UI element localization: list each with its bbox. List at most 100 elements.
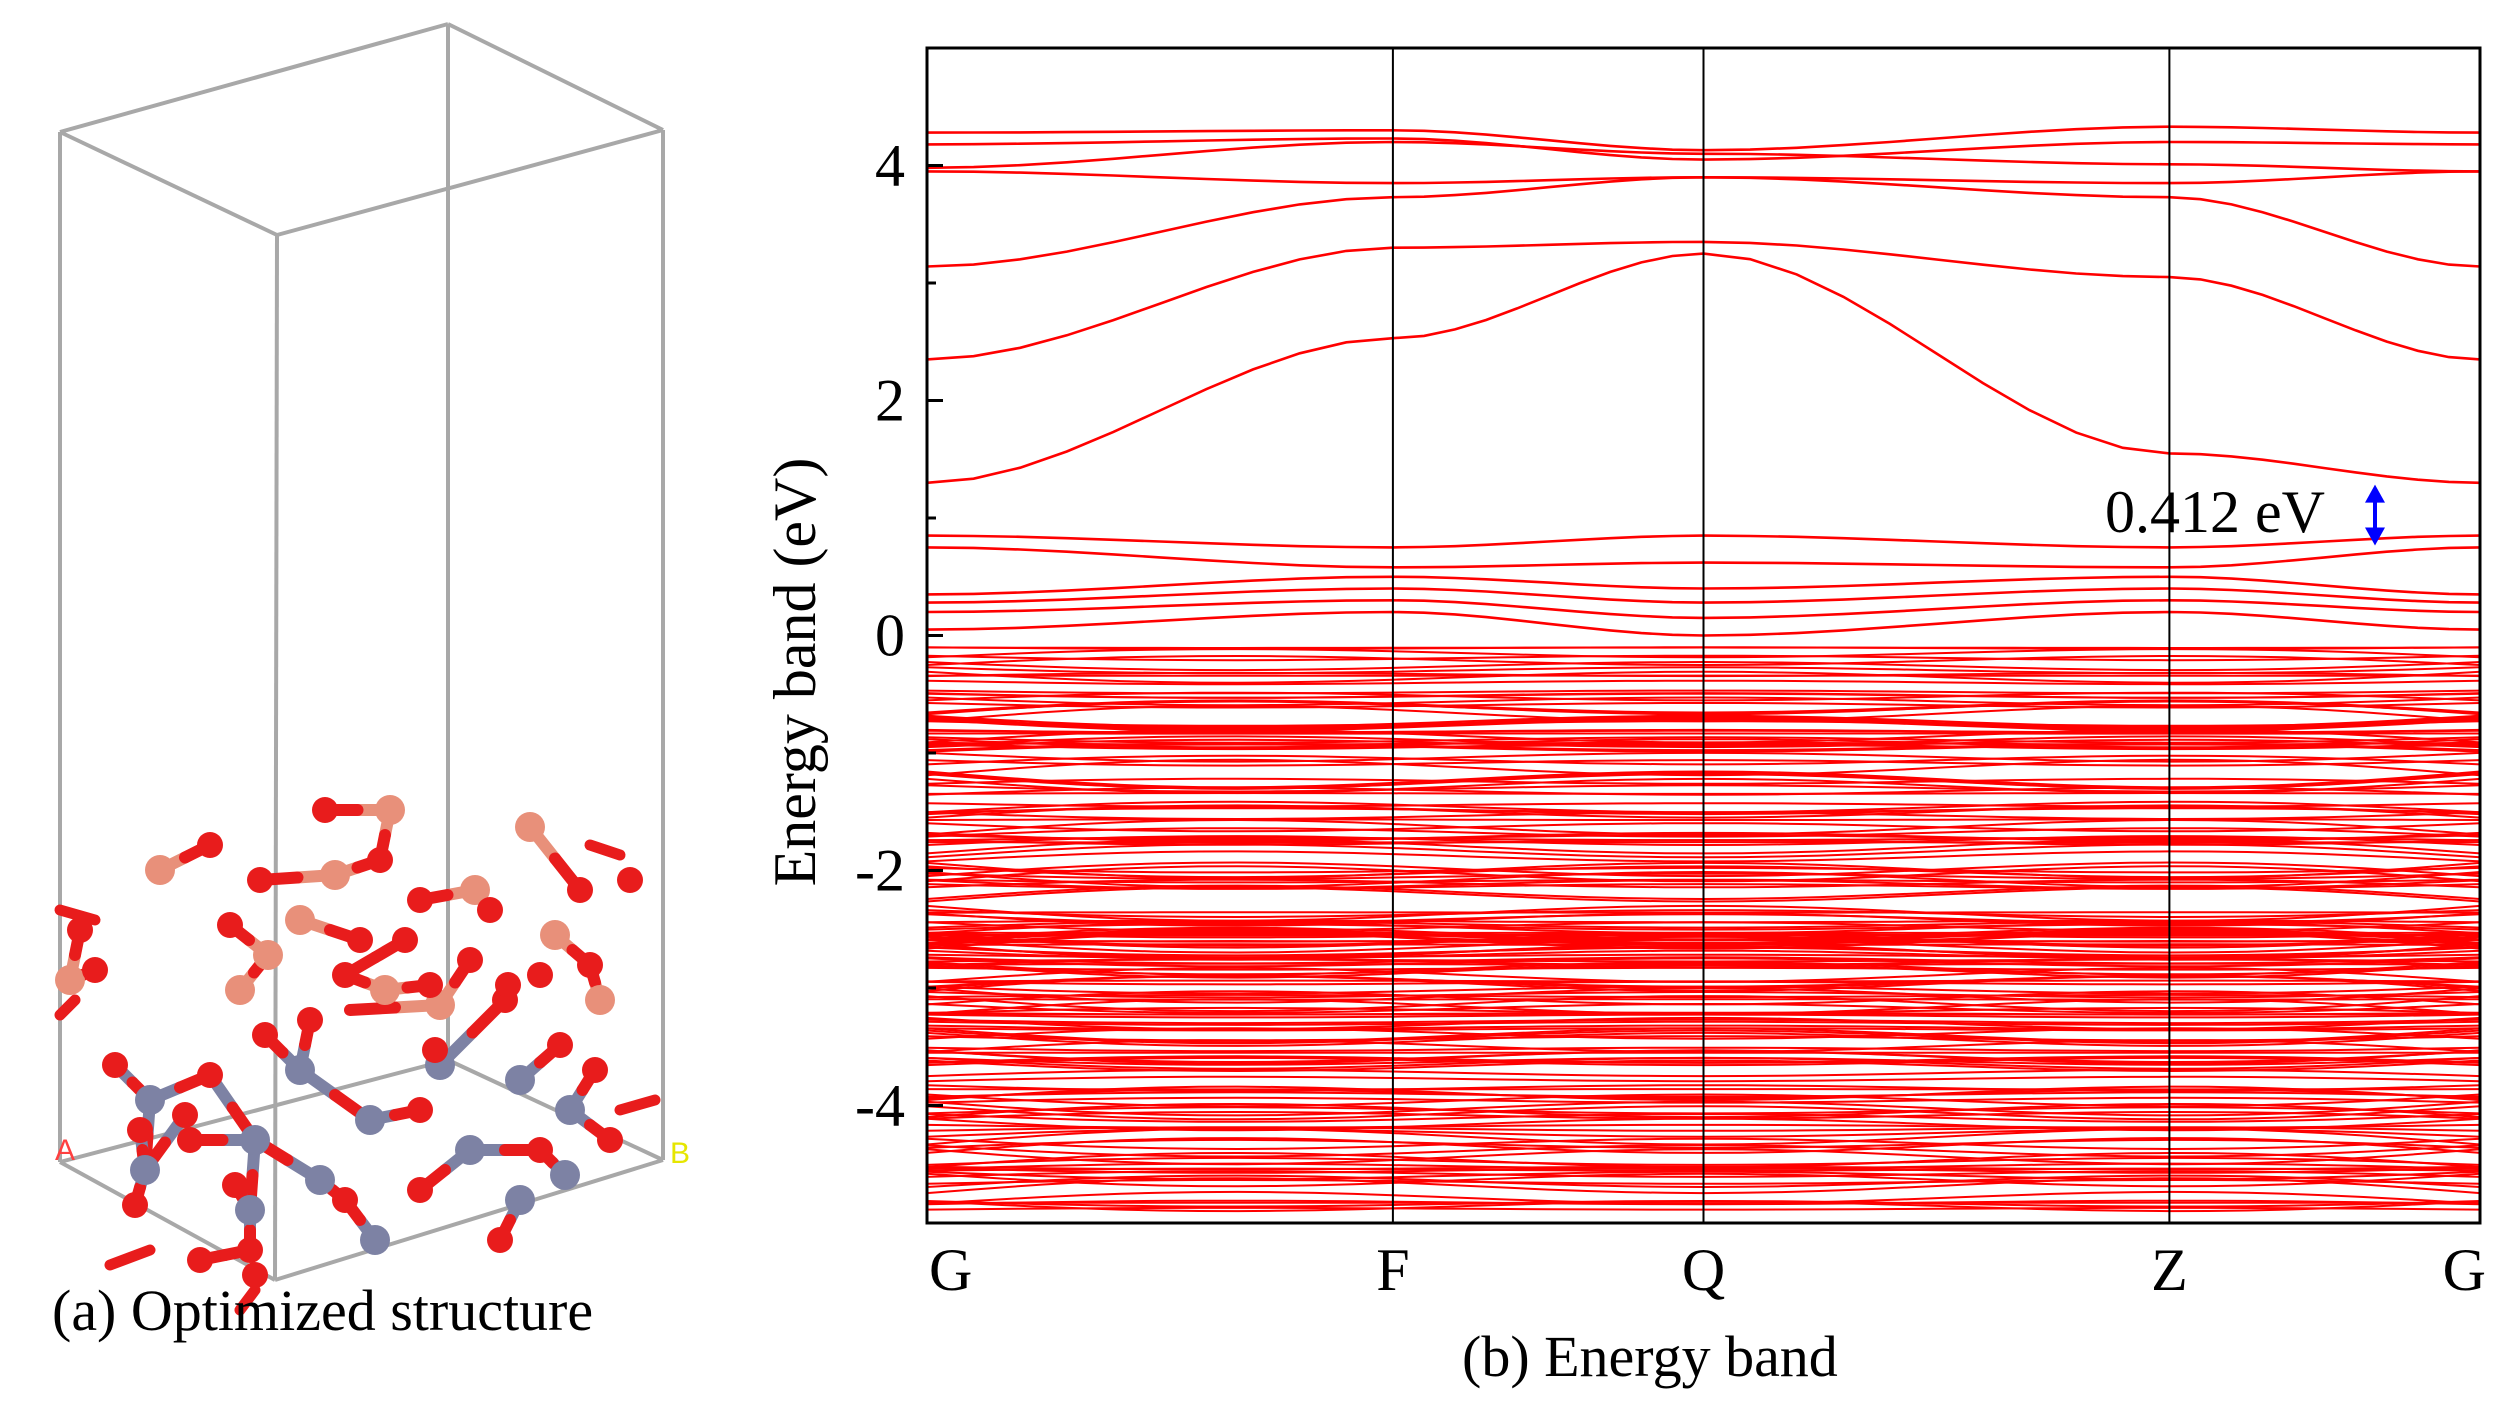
copper-atom: [515, 812, 545, 842]
oxygen-atom: [172, 1102, 198, 1128]
cell-edge: [59, 1160, 276, 1282]
cell-edge: [59, 1058, 449, 1164]
y-tick-label: 4: [875, 133, 905, 199]
oxygen-atom: [127, 1117, 153, 1143]
oxygen-atom: [102, 1052, 128, 1078]
copper-atom: [253, 940, 283, 970]
bond: [54, 994, 81, 1021]
y-tick-label: 0: [875, 603, 905, 669]
metal-atom: [505, 1065, 535, 1095]
oxygen-atom: [367, 847, 393, 873]
oxygen-atom: [417, 972, 443, 998]
cell-edge: [59, 22, 449, 134]
metal-atom: [550, 1160, 580, 1190]
oxygen-atom: [222, 1172, 248, 1198]
copper-atom: [55, 965, 85, 995]
oxygen-atom: [297, 1007, 323, 1033]
oxygen-atom: [527, 962, 553, 988]
metal-atom: [135, 1085, 165, 1115]
oxygen-atom: [392, 927, 418, 953]
cell-corner-label-b: B: [670, 1137, 690, 1170]
cell-edge: [274, 1158, 664, 1282]
oxygen-atom: [495, 972, 521, 998]
metal-atom: [555, 1095, 585, 1125]
gap-arrow-head-down: [2365, 527, 2385, 546]
gap-arrow-head-up: [2365, 484, 2385, 503]
oxygen-atom: [252, 1022, 278, 1048]
oxygen-atom: [217, 912, 243, 938]
oxygen-atom: [422, 1037, 448, 1063]
metal-atom: [130, 1155, 160, 1185]
y-axis-ticks: -4 -2 0 2 4: [855, 46, 943, 1225]
panel-b-caption: (b) Energy band: [1462, 1324, 1838, 1389]
oxygen-atom: [332, 962, 358, 988]
cell-corner-label-a: A: [55, 1134, 75, 1167]
oxygen-atom: [242, 1262, 268, 1288]
copper-atom: [225, 975, 255, 1005]
optimized-structure-panel: A B (a) Optimized structure: [52, 22, 690, 1343]
cell-edge: [273, 234, 279, 1281]
metal-atom: [360, 1225, 390, 1255]
x-tick-label: Q: [1682, 1237, 1725, 1303]
x-tick-label: F: [1376, 1237, 1409, 1303]
y-tick-label: -2: [855, 838, 905, 904]
oxygen-atom: [547, 1032, 573, 1058]
copper-atom: [145, 855, 175, 885]
x-tick-label: G: [2443, 1237, 2486, 1303]
oxygen-atom: [177, 1127, 203, 1153]
oxygen-atom: [67, 917, 93, 943]
bond: [104, 1244, 156, 1271]
copper-atom: [460, 875, 490, 905]
oxygen-atom: [457, 947, 483, 973]
y-axis-title: Energy band (eV): [762, 458, 828, 887]
metal-atom: [305, 1165, 335, 1195]
oxygen-atom: [407, 1097, 433, 1123]
oxygen-atom: [407, 1177, 433, 1203]
oxygen-atom: [617, 867, 643, 893]
oxygen-atom: [527, 1137, 553, 1163]
metal-atom: [240, 1125, 270, 1155]
copper-atom: [585, 985, 615, 1015]
atoms: [55, 795, 643, 1288]
oxygen-atom: [312, 797, 338, 823]
oxygen-atom: [477, 897, 503, 923]
oxygen-atom: [347, 927, 373, 953]
oxygen-atom: [197, 1062, 223, 1088]
oxygen-atom: [187, 1247, 213, 1273]
atomic-bonds: [54, 804, 661, 1316]
copper-atom: [320, 860, 350, 890]
oxygen-atom: [582, 1057, 608, 1083]
metal-atom: [355, 1105, 385, 1135]
panel-a-caption: (a) Optimized structure: [52, 1278, 593, 1343]
bond: [344, 1001, 401, 1016]
y-tick-label: 2: [875, 368, 905, 434]
oxygen-atom: [237, 1237, 263, 1263]
k-point-dividers: [1391, 48, 2171, 1223]
copper-atom: [540, 920, 570, 950]
x-tick-label: Z: [2151, 1237, 2188, 1303]
copper-atom: [370, 975, 400, 1005]
oxygen-atom: [597, 1127, 623, 1153]
metal-atom: [455, 1135, 485, 1165]
oxygen-atom: [567, 877, 593, 903]
oxygen-atom: [407, 887, 433, 913]
oxygen-atom: [577, 952, 603, 978]
metal-atom: [235, 1195, 265, 1225]
band-gap-annotation: 0.412 eV: [2105, 479, 2385, 546]
y-tick-label: -4: [855, 1073, 905, 1139]
oxygen-atom: [332, 1187, 358, 1213]
band-gap-label: 0.412 eV: [2105, 479, 2325, 545]
oxygen-atom: [82, 957, 108, 983]
oxygen-atom: [122, 1192, 148, 1218]
bond: [614, 1094, 661, 1116]
metal-atom: [505, 1185, 535, 1215]
bond: [234, 1284, 261, 1316]
cell-edge: [447, 22, 664, 132]
copper-atom: [285, 905, 315, 935]
oxygen-atom: [197, 832, 223, 858]
copper-atom: [375, 795, 405, 825]
cell-edge: [59, 130, 278, 237]
